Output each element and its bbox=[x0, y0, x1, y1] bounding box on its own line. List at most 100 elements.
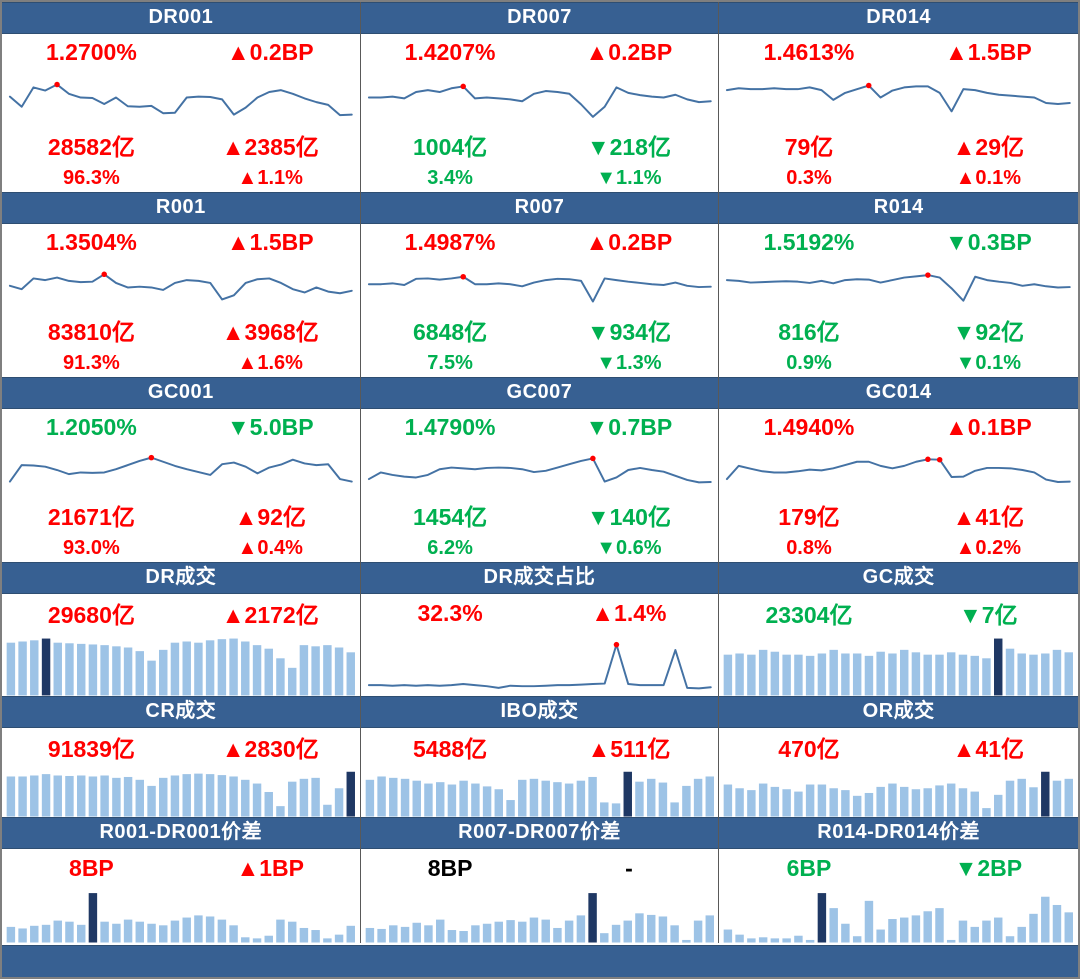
stat-row: 6BP ▼2BP bbox=[719, 849, 1078, 887]
panel-title: DR成交占比 bbox=[360, 562, 719, 594]
share-value: 6.2% bbox=[427, 536, 473, 559]
volume-change: ▲92亿 bbox=[234, 504, 306, 530]
stat-row: 1.2700% ▲0.2BP bbox=[2, 34, 360, 70]
share-change: ▼1.3% bbox=[596, 351, 662, 374]
stat-row: 93.0% ▲0.4% bbox=[2, 534, 360, 562]
primary-change: ▲1.5BP bbox=[944, 38, 1032, 65]
r007-dr007-spread-bar-chart bbox=[361, 887, 719, 943]
gc001-sparkline-chart bbox=[2, 445, 360, 496]
r007-sparkline-chart bbox=[361, 260, 719, 311]
primary-value: 1.4790% bbox=[404, 413, 496, 440]
primary-change: ▼0.7BP bbox=[585, 413, 673, 440]
stat-row: 1.4987% ▲0.2BP bbox=[361, 224, 719, 260]
primary-value: 470亿 bbox=[778, 736, 840, 762]
stat-row: 179亿 ▲41亿 bbox=[719, 496, 1078, 534]
primary-value: 8BP bbox=[69, 854, 114, 881]
panel-cr-volume: CR成交 91839亿 ▲2830亿 bbox=[2, 696, 361, 817]
volume-value: 1004亿 bbox=[412, 134, 488, 160]
stat-row: 816亿 ▼92亿 bbox=[719, 311, 1078, 349]
primary-value: 6BP bbox=[786, 854, 832, 881]
panel-title: OR成交 bbox=[719, 696, 1078, 728]
volume-value: 21671亿 bbox=[47, 504, 135, 530]
panel-gc007: GC007 1.4790% ▼0.7BP 1454亿 ▼140亿 6.2% ▼0.6% bbox=[360, 377, 720, 562]
panel-title: DR成交 bbox=[2, 562, 360, 594]
volume-value: 28582亿 bbox=[47, 134, 135, 160]
stat-row: 7.5% ▼1.3% bbox=[361, 349, 719, 377]
stat-row: 91.3% ▲1.6% bbox=[2, 349, 360, 377]
primary-value: 1.4613% bbox=[763, 38, 855, 65]
share-value: 3.4% bbox=[427, 166, 473, 189]
panel-r007: R007 1.4987% ▲0.2BP 6848亿 ▼934亿 7.5% ▼1.3% bbox=[360, 192, 720, 377]
volume-change: ▼934亿 bbox=[586, 319, 671, 345]
volume-change: ▲29亿 bbox=[952, 134, 1024, 160]
dr007-sparkline-chart bbox=[361, 70, 719, 126]
stat-row: 23304亿 ▼7亿 bbox=[719, 594, 1078, 632]
panel-title: R001-DR001价差 bbox=[2, 817, 360, 849]
panel-title: GC014 bbox=[719, 377, 1078, 409]
stat-row: 32.3% ▲1.4% bbox=[361, 594, 719, 632]
primary-value: 29680亿 bbox=[47, 602, 135, 628]
volume-value: 6848亿 bbox=[412, 319, 488, 345]
primary-change: ▼7亿 bbox=[959, 602, 1018, 628]
primary-value: 5488亿 bbox=[412, 736, 488, 762]
primary-change: ▲1.5BP bbox=[226, 228, 314, 255]
stat-row: 8BP - bbox=[361, 849, 719, 887]
r001-dr001-spread-bar-chart bbox=[2, 887, 360, 943]
primary-change: ▼5.0BP bbox=[226, 413, 314, 440]
panel-title: IBO成交 bbox=[360, 696, 719, 728]
panel-r007-dr007-spread: R007-DR007价差 8BP - bbox=[360, 817, 720, 943]
primary-value: 1.4987% bbox=[404, 228, 496, 255]
primary-change: ▲511亿 bbox=[587, 736, 671, 762]
stat-row: 0.9% ▼0.1% bbox=[719, 349, 1078, 377]
stat-row: 1.3504% ▲1.5BP bbox=[2, 224, 360, 260]
panel-r014: R014 1.5192% ▼0.3BP 816亿 ▼92亿 0.9% ▼0.1% bbox=[719, 192, 1078, 377]
stat-row: 8BP ▲1BP bbox=[2, 849, 360, 887]
stat-row: 1.5192% ▼0.3BP bbox=[719, 224, 1078, 260]
volume-value: 179亿 bbox=[778, 504, 840, 530]
share-change: ▲0.1% bbox=[955, 166, 1022, 189]
primary-change: ▲1.4% bbox=[591, 599, 667, 626]
panel-title: R014 bbox=[719, 192, 1078, 224]
panel-title: GC007 bbox=[360, 377, 719, 409]
primary-value: 1.4940% bbox=[763, 413, 855, 440]
share-value: 91.3% bbox=[63, 351, 120, 374]
share-change: ▲0.4% bbox=[237, 536, 303, 559]
panel-title: R001 bbox=[2, 192, 360, 224]
r001-sparkline-chart bbox=[2, 260, 360, 311]
volume-change: ▼218亿 bbox=[586, 134, 671, 160]
panel-r001-dr001-spread: R001-DR001价差 8BP ▲1BP bbox=[2, 817, 361, 943]
volume-change: ▼92亿 bbox=[952, 319, 1024, 345]
share-change: ▼0.6% bbox=[596, 536, 662, 559]
r014-dr014-spread-bar-chart bbox=[719, 887, 1078, 943]
dr-share-sparkline-chart bbox=[361, 632, 719, 696]
stat-row: 1.4790% ▼0.7BP bbox=[361, 409, 719, 445]
volume-value: 83810亿 bbox=[47, 319, 135, 345]
primary-value: 23304亿 bbox=[765, 602, 853, 628]
dr-volume-bar-chart bbox=[2, 632, 360, 696]
volume-change: ▲3968亿 bbox=[221, 319, 319, 345]
share-change: ▲1.1% bbox=[237, 166, 303, 189]
stat-row: 6848亿 ▼934亿 bbox=[361, 311, 719, 349]
stat-row: 1.4613% ▲1.5BP bbox=[719, 34, 1078, 70]
panel-dr-volume: DR成交 29680亿 ▲2172亿 bbox=[2, 562, 361, 696]
panel-or-volume: OR成交 470亿 ▲41亿 bbox=[719, 696, 1078, 817]
stat-row: 0.3% ▲0.1% bbox=[719, 164, 1078, 192]
panel-dr007: DR007 1.4207% ▲0.2BP 1004亿 ▼218亿 3.4% ▼1.1% bbox=[360, 2, 720, 192]
panel-title: R007-DR007价差 bbox=[360, 817, 719, 849]
panel-title: CR成交 bbox=[2, 696, 360, 728]
stat-row: 1454亿 ▼140亿 bbox=[361, 496, 719, 534]
gc014-sparkline-chart bbox=[719, 445, 1078, 496]
stat-row: 1.2050% ▼5.0BP bbox=[2, 409, 360, 445]
panel-title: DR001 bbox=[2, 2, 360, 34]
stat-row: 3.4% ▼1.1% bbox=[361, 164, 719, 192]
primary-change: ▲2830亿 bbox=[221, 736, 319, 762]
primary-value: 1.4207% bbox=[404, 38, 496, 65]
stat-row: 5488亿 ▲511亿 bbox=[361, 728, 719, 766]
panel-ibo-volume: IBO成交 5488亿 ▲511亿 bbox=[360, 696, 720, 817]
share-value: 7.5% bbox=[427, 351, 473, 374]
primary-change: ▲0.2BP bbox=[585, 228, 673, 255]
or-volume-bar-chart bbox=[719, 766, 1078, 817]
share-value: 96.3% bbox=[63, 166, 120, 189]
share-value: 0.3% bbox=[786, 166, 832, 189]
